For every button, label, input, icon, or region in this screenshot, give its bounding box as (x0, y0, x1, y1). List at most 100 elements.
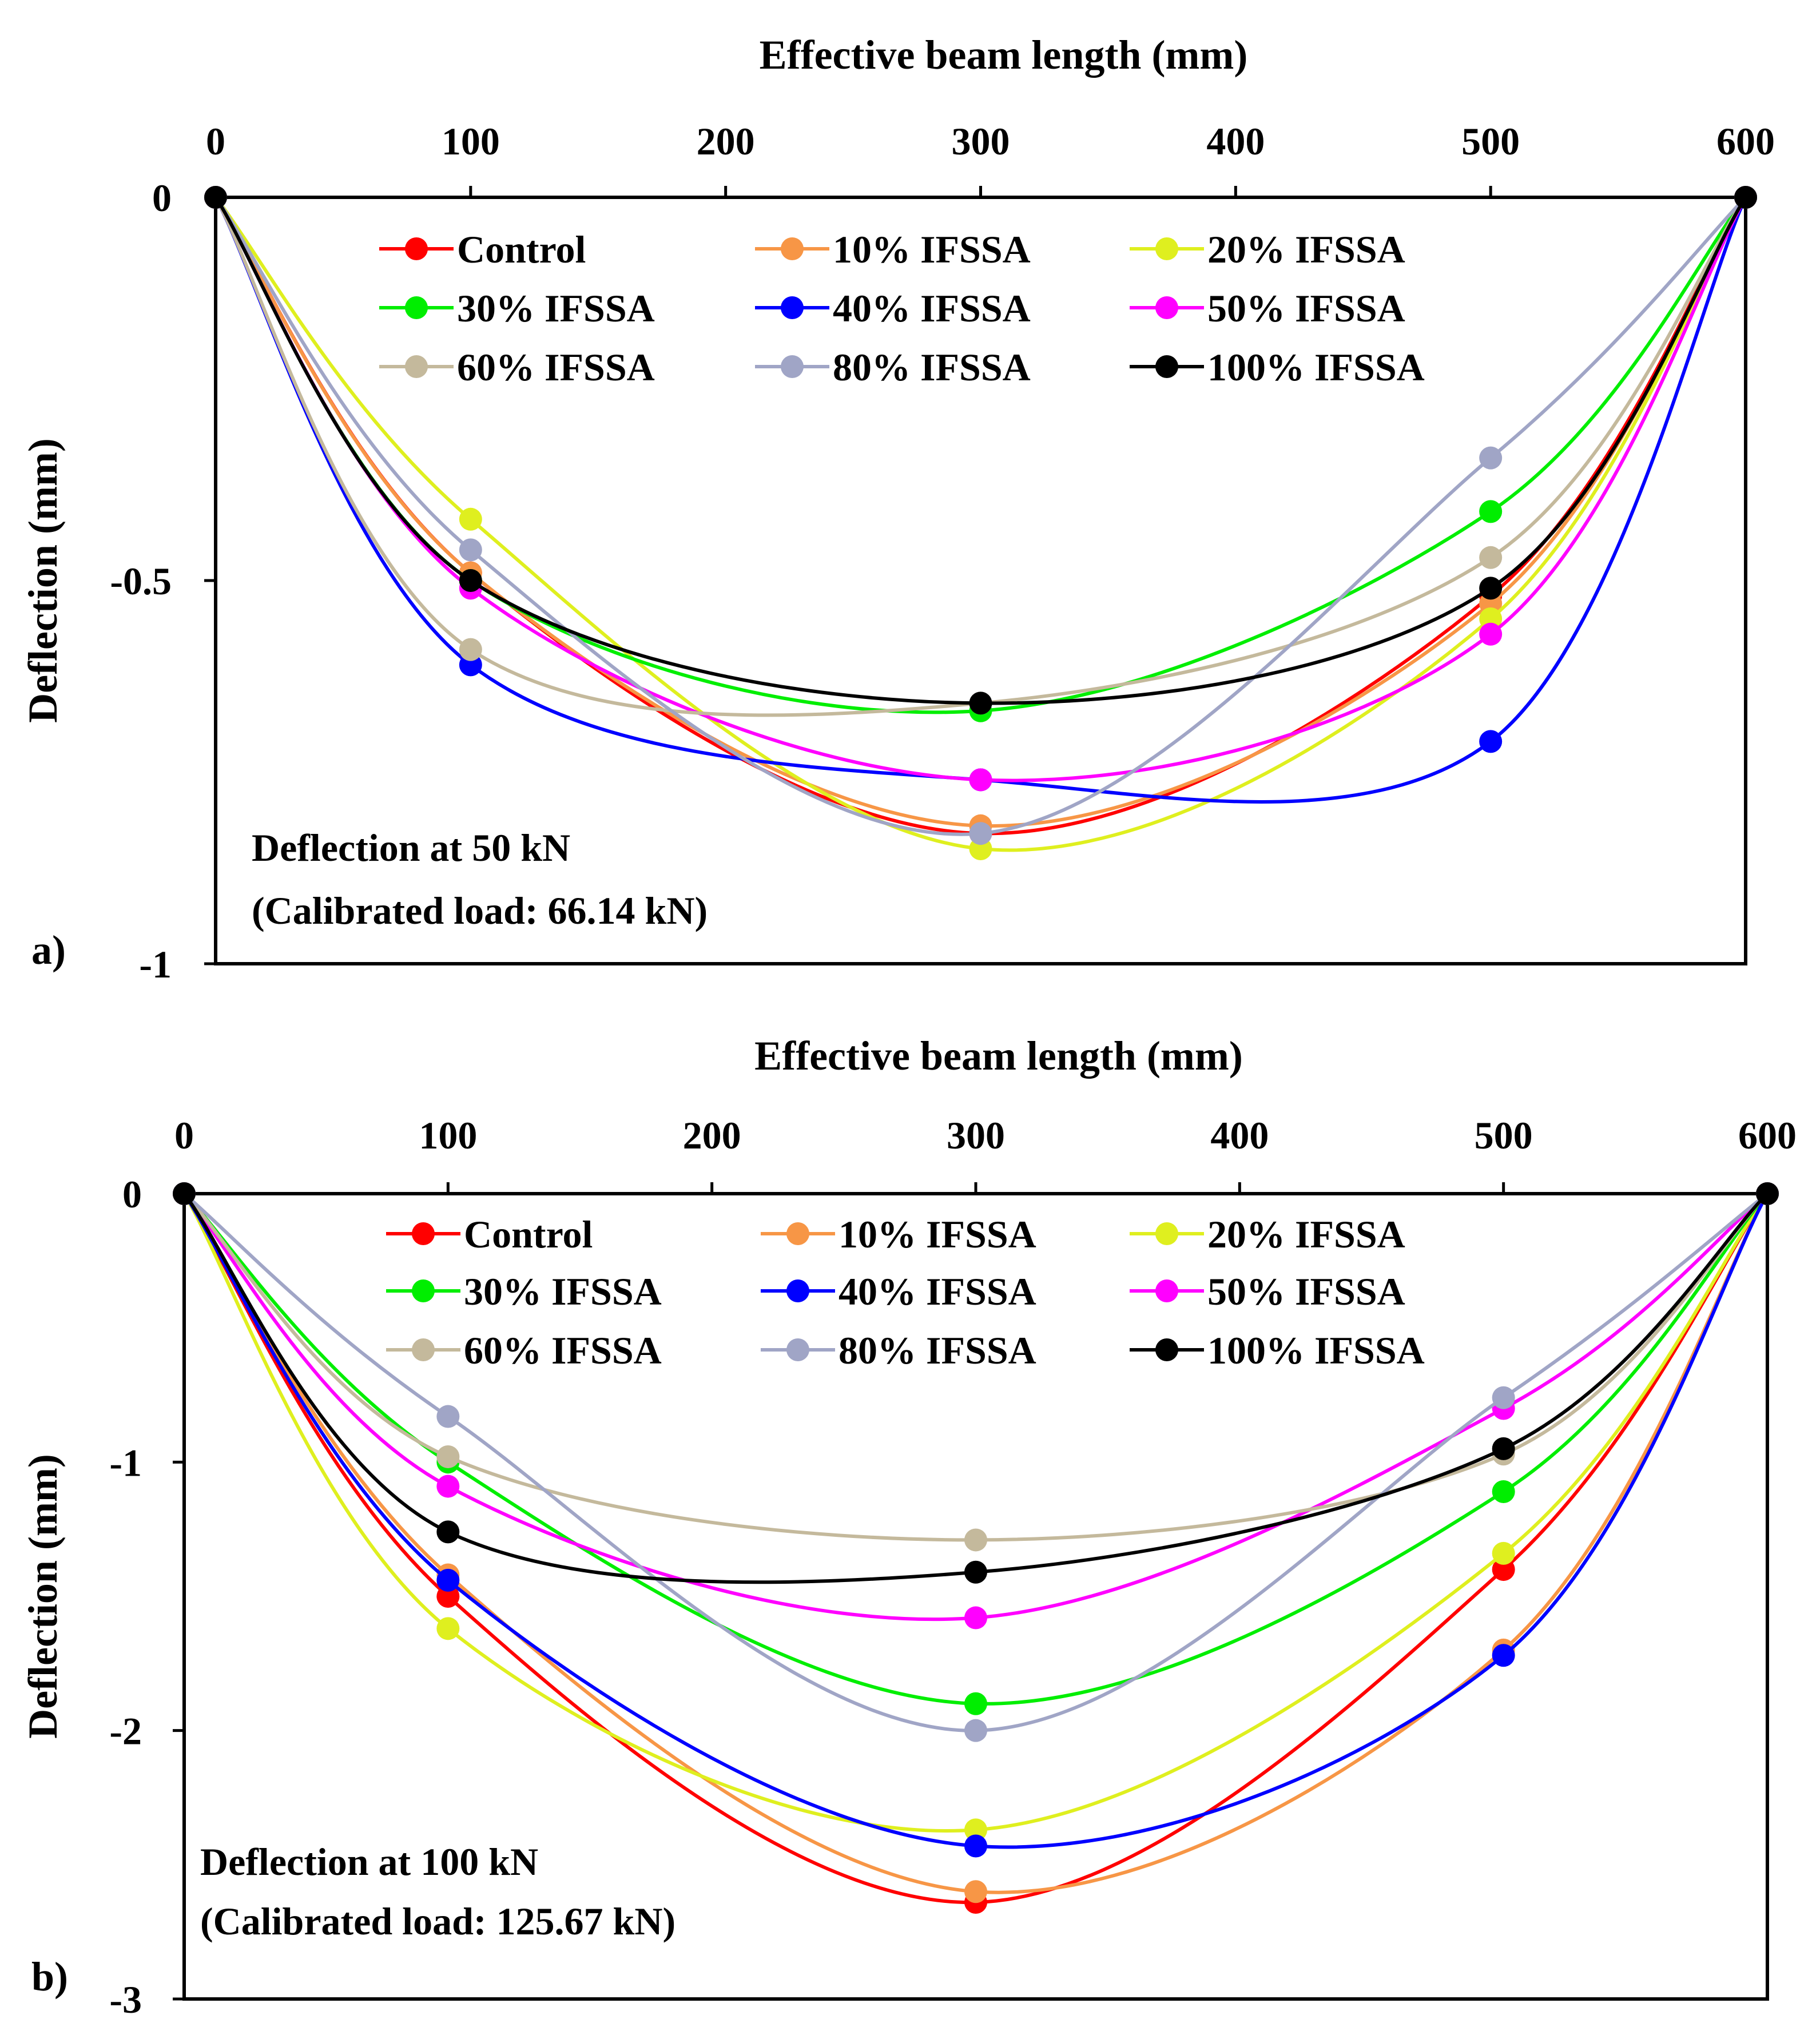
legend-label: 50% IFSSA (1207, 1270, 1405, 1313)
legend-swatch-marker (405, 296, 428, 319)
y-tick-label: -1 (139, 943, 172, 986)
legend-swatch-marker (1155, 1338, 1178, 1361)
data-point-100pct-ifssa (1479, 577, 1503, 600)
annotation-text: (Calibrated load: 125.67 kN) (200, 1899, 675, 1943)
legend-label: 20% IFSSA (1207, 228, 1405, 271)
panel-label: a) (31, 927, 66, 973)
data-point-30pct-ifssa (964, 1692, 987, 1715)
x-tick-label: 300 (947, 1114, 1005, 1157)
data-point-60pct-ifssa (964, 1528, 987, 1552)
legend-label: 30% IFSSA (457, 287, 655, 330)
data-point-50pct-ifssa (1479, 622, 1503, 646)
legend-swatch-marker (781, 355, 804, 378)
data-point-80pct-ifssa (964, 1719, 987, 1742)
y-axis-title: Deflection (mm) (20, 1454, 66, 1739)
legend-swatch-marker (412, 1222, 435, 1245)
annotation-text: Deflection at 50 kN (252, 826, 570, 869)
x-axis-title: Effective beam length (mm) (760, 32, 1248, 78)
legend-swatch-marker (781, 237, 804, 260)
legend-swatch-marker (412, 1338, 435, 1361)
legend-label: 100% IFSSA (1207, 1329, 1425, 1372)
data-point-100pct-ifssa (964, 1560, 987, 1584)
legend-label: 10% IFSSA (839, 1213, 1036, 1256)
legend-swatch-marker (1155, 355, 1178, 378)
series-group (173, 1182, 1779, 1914)
data-point-20pct-ifssa (436, 1617, 460, 1640)
legend-swatch-marker (786, 1338, 809, 1361)
legend-swatch-marker (786, 1279, 809, 1302)
data-point-60pct-ifssa (459, 638, 482, 661)
legend-label: 20% IFSSA (1207, 1213, 1405, 1256)
legend-swatch-marker (405, 355, 428, 378)
y-tick-label: -3 (109, 1978, 142, 2019)
annotation-text: Deflection at 100 kN (200, 1840, 538, 1883)
legend-swatch-marker (1155, 1222, 1178, 1245)
legend-label: 60% IFSSA (457, 345, 655, 389)
data-point-40pct-ifssa (964, 1834, 987, 1858)
data-point-50pct-ifssa (436, 1474, 460, 1498)
y-tick-label: -2 (109, 1710, 142, 1753)
x-tick-label: 0 (174, 1114, 194, 1157)
legend-swatch-marker (781, 296, 804, 319)
y-axis-title: Deflection (mm) (20, 438, 66, 723)
y-tick-label: -1 (109, 1441, 142, 1484)
data-point-80pct-ifssa (459, 538, 482, 562)
data-point-control (436, 1585, 460, 1608)
data-point-100pct-ifssa (1492, 1437, 1515, 1460)
data-point-80pct-ifssa (436, 1405, 460, 1428)
data-point-40pct-ifssa (1479, 730, 1503, 753)
x-tick-label: 100 (419, 1114, 477, 1157)
data-point-60pct-ifssa (436, 1445, 460, 1468)
data-point-80pct-ifssa (969, 822, 992, 845)
data-point-100pct-ifssa (173, 1182, 196, 1205)
x-tick-label: 600 (1716, 120, 1775, 163)
y-tick-label: -0.5 (110, 559, 172, 603)
data-point-100pct-ifssa (436, 1520, 460, 1544)
legend-label: 40% IFSSA (833, 287, 1031, 330)
legend: Control 10% IFSSA 20% IFSSA 30% IFSSA 40% IF… (386, 1213, 1425, 1372)
annotation-text: (Calibrated load: 66.14 kN) (252, 889, 708, 932)
data-point-50pct-ifssa (964, 1606, 987, 1629)
x-tick-label: 400 (1210, 1114, 1269, 1157)
legend-label: 80% IFSSA (839, 1329, 1036, 1372)
legend-label: 50% IFSSA (1207, 287, 1405, 330)
series-group (204, 186, 1757, 860)
legend-label: Control (457, 228, 586, 271)
x-tick-label: 500 (1475, 1114, 1533, 1157)
y-tick-label: 0 (152, 176, 172, 220)
legend-swatch-marker (1155, 1279, 1178, 1302)
data-point-20pct-ifssa (459, 507, 482, 531)
data-point-60pct-ifssa (1479, 546, 1503, 569)
legend-label: 30% IFSSA (464, 1270, 662, 1313)
chart-panel-b: Effective beam length (mm) 0 100 200 300 400 5… (20, 1033, 1797, 2019)
x-tick-label: 300 (952, 120, 1010, 163)
chart-panel-a: Effective beam length (mm) 0 100 200 300 400 5… (20, 32, 1775, 986)
series-line-30pct-ifssa (214, 196, 1747, 714)
x-axis-title: Effective beam length (mm) (754, 1033, 1243, 1079)
legend-swatch-marker (405, 237, 428, 260)
x-tick-label: 400 (1206, 120, 1265, 163)
legend-label: 60% IFSSA (464, 1329, 662, 1372)
data-point-30pct-ifssa (1492, 1480, 1515, 1503)
legend-label: 10% IFSSA (833, 228, 1031, 271)
legend-label: Control (464, 1213, 593, 1256)
x-tick-label: 600 (1738, 1114, 1797, 1157)
x-tick-label: 500 (1461, 120, 1520, 163)
data-point-80pct-ifssa (1479, 446, 1503, 470)
x-tick-label: 0 (206, 120, 225, 163)
x-tick-label: 100 (442, 120, 500, 163)
data-point-100pct-ifssa (1734, 186, 1757, 209)
series-line-60pct-ifssa (214, 196, 1747, 717)
data-point-control (1492, 1558, 1515, 1581)
data-point-10pct-ifssa (964, 1880, 987, 1903)
legend-swatch-marker (786, 1222, 809, 1245)
data-point-100pct-ifssa (459, 569, 482, 592)
x-tick-label: 200 (697, 120, 755, 163)
legend-label: 40% IFSSA (839, 1270, 1036, 1313)
data-point-40pct-ifssa (436, 1568, 460, 1592)
data-point-20pct-ifssa (964, 1818, 987, 1842)
legend-label: 100% IFSSA (1207, 345, 1425, 389)
y-tick-label: 0 (122, 1173, 142, 1216)
legend: Control 10% IFSSA 20% IFSSA 30% IFSSA 40% IF… (379, 228, 1425, 389)
